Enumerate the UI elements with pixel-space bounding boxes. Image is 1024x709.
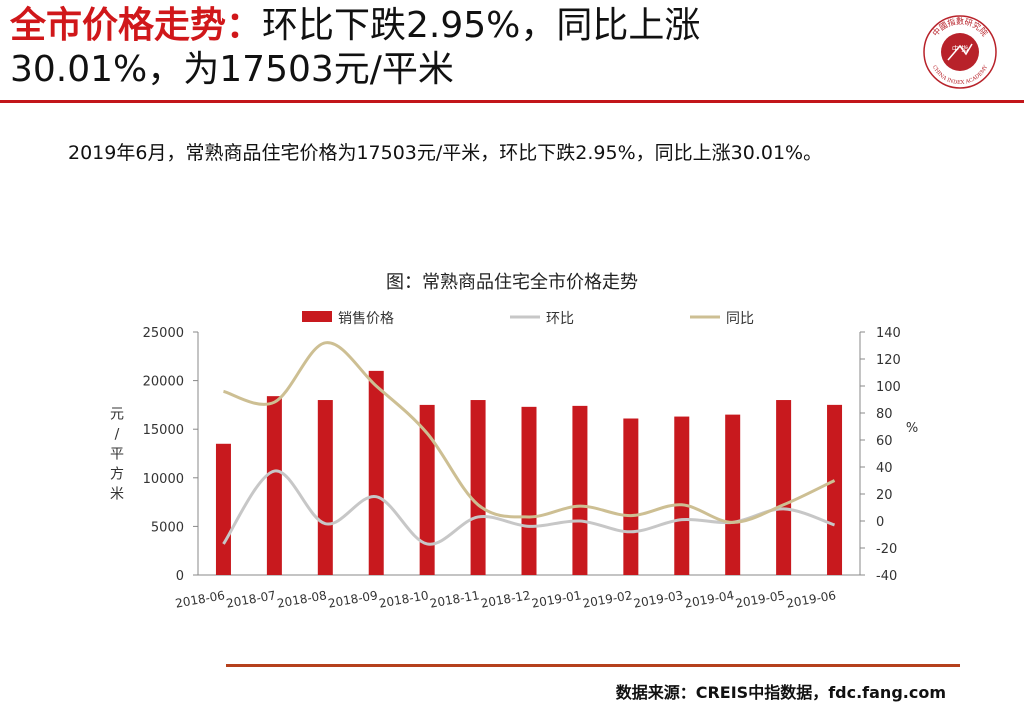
left-tick-label: 0 [176,569,184,584]
footer-divider [226,664,960,667]
legend-label-2: 同比 [726,311,754,327]
summary-text: 2019年6月，常熟商品住宅价格为17503元/平米，环比下跌2.95%，同比上… [68,142,823,164]
price-bar [521,406,537,575]
right-tick-label: 120 [876,353,901,368]
x-tick-label: 2018-10 [378,588,430,610]
right-tick-label: 80 [876,407,893,422]
left-axis-label-char: 米 [110,487,124,503]
left-axis-label-char: 方 [110,467,124,483]
x-tick-label: 2018-09 [327,588,379,610]
x-tick-label: 2018-08 [276,588,328,610]
price-bar [317,400,333,575]
title-line-2: 30.01%，为17503元/平米 [10,49,454,90]
left-tick-label: 15000 [143,423,184,438]
x-tick-label: 2018-07 [225,588,277,610]
price-bar [368,370,384,575]
left-tick-label: 20000 [143,375,184,390]
x-tick-label: 2018-06 [174,588,226,610]
left-tick-label: 25000 [143,326,184,341]
x-tick-label: 2019-06 [785,588,837,610]
right-tick-label: -40 [876,569,897,584]
title-highlight: 全市价格走势： [10,5,263,46]
right-tick-label: 20 [876,488,893,503]
logo-center-text: 中 指 [952,44,968,53]
price-bar [419,404,435,575]
left-axis-label-char: 元 [110,407,124,423]
title-rest: 环比下跌2.95%，同比上涨 [262,5,701,46]
price-bar [572,405,588,575]
x-tick-label: 2019-05 [734,588,786,610]
x-tick-label: 2019-03 [632,588,684,610]
right-tick-label: 60 [876,434,893,449]
price-bar [827,404,843,575]
price-bar [725,414,741,575]
right-tick-label: -20 [876,542,897,557]
price-bar [266,396,282,575]
x-tick-label: 2018-12 [480,588,532,610]
title-line-1: 全市价格走势：环比下跌2.95%，同比上涨 [10,4,910,48]
x-tick-label: 2018-11 [429,588,481,610]
page-title: 全市价格走势：环比下跌2.95%，同比上涨 30.01%，为17503元/平米 [10,4,910,92]
legend-label-0: 销售价格 [338,311,394,327]
yoy-change-line [223,341,836,524]
right-tick-label: 100 [876,380,901,395]
legend-label-1: 环比 [546,311,574,327]
x-tick-label: 2019-02 [582,588,634,610]
left-axis-label-char: 平 [110,447,124,463]
china-index-academy-logo: 中國指數研究院 中 指 CHINA INDEX ACADEMY [923,15,997,89]
price-bar [674,416,690,575]
right-tick-label: 0 [876,515,884,530]
left-axis-label-char: / [115,427,120,443]
right-tick-label: 140 [876,326,901,341]
right-axis-label: % [906,421,918,436]
data-source: 数据来源：CREIS中指数据，fdc.fang.com [615,683,946,702]
price-bar [470,400,486,575]
x-tick-label: 2019-01 [531,588,583,610]
x-tick-label: 2019-04 [683,588,735,610]
title-divider [0,100,1024,103]
right-tick-label: 40 [876,461,893,476]
price-bar [215,443,231,575]
left-tick-label: 10000 [143,472,184,487]
chart-title: 图：常熟商品住宅全市价格走势 [386,272,638,293]
left-tick-label: 5000 [151,520,184,535]
legend-swatch-0 [302,311,332,322]
price-bar [776,400,792,575]
price-bar [623,418,639,575]
